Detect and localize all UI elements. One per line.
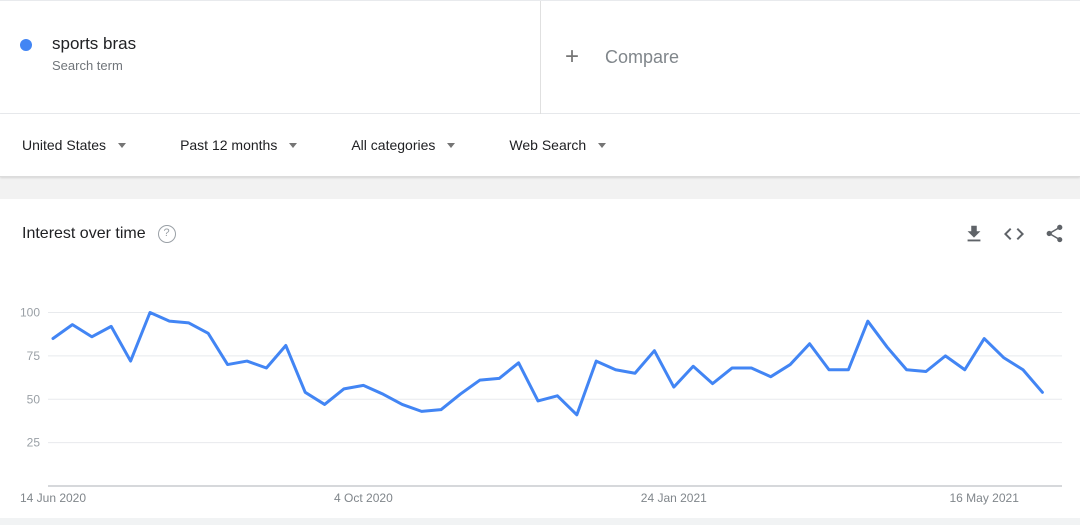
y-axis-tick-label: 100 xyxy=(20,306,40,320)
y-axis-tick-label: 50 xyxy=(27,392,41,406)
embed-icon xyxy=(1004,227,1024,240)
x-axis-tick-label: 24 Jan 2021 xyxy=(641,491,707,505)
time-filter-label: Past 12 months xyxy=(180,137,278,153)
x-axis-tick-label: 4 Oct 2020 xyxy=(334,491,393,505)
term-subtitle: Search term xyxy=(52,58,123,73)
share-icon xyxy=(1046,224,1062,243)
plus-icon: + xyxy=(565,43,580,70)
geo-filter-label: United States xyxy=(22,137,107,153)
time-filter-dropdown[interactable]: Past 12 months xyxy=(180,137,298,153)
download-icon xyxy=(967,225,981,241)
share-button[interactable] xyxy=(1042,222,1066,246)
help-icon[interactable]: ? xyxy=(157,224,176,243)
add-comparison-button[interactable]: + Compare xyxy=(565,45,679,69)
search-type-filter-label: Web Search xyxy=(509,137,587,153)
compare-label: Compare xyxy=(605,46,680,67)
embed-button[interactable] xyxy=(1002,222,1026,246)
chevron-down-icon xyxy=(598,142,607,148)
trend-line xyxy=(51,311,1044,417)
term-title: sports bras xyxy=(52,34,137,53)
chevron-down-icon xyxy=(447,142,456,148)
y-axis-tick-label: 75 xyxy=(27,349,41,363)
category-filter-dropdown[interactable]: All categories xyxy=(351,137,456,153)
chevron-down-icon xyxy=(118,142,127,148)
y-axis-tick-label: 25 xyxy=(27,436,41,450)
header-divider xyxy=(540,1,541,114)
x-axis-tick-label: 14 Jun 2020 xyxy=(20,491,86,505)
interest-over-time-card: Interest over time ? 25 50 75 100 14 Jun 202… xyxy=(0,199,1080,518)
card-gap xyxy=(0,177,1080,199)
search-term-chip[interactable]: sports bras Search term xyxy=(20,34,136,73)
download-button[interactable] xyxy=(962,222,986,246)
category-filter-label: All categories xyxy=(351,137,436,153)
widget-title: Interest over time xyxy=(22,224,146,242)
x-axis-tick-label: 16 May 2021 xyxy=(950,491,1020,505)
geo-filter-dropdown[interactable]: United States xyxy=(22,137,127,153)
search-type-filter-dropdown[interactable]: Web Search xyxy=(509,137,607,153)
chevron-down-icon xyxy=(289,142,298,148)
widget-header: Interest over time ? xyxy=(0,199,1080,251)
term-color-dot xyxy=(20,39,32,51)
filter-bar: United States Past 12 months All categor… xyxy=(0,114,1080,177)
explore-bar: sports bras Search term + Compare xyxy=(0,0,1080,114)
trend-chart: 25 50 75 100 14 Jun 2020 4 Oct 2020 24 Jan 202… xyxy=(20,306,1062,505)
